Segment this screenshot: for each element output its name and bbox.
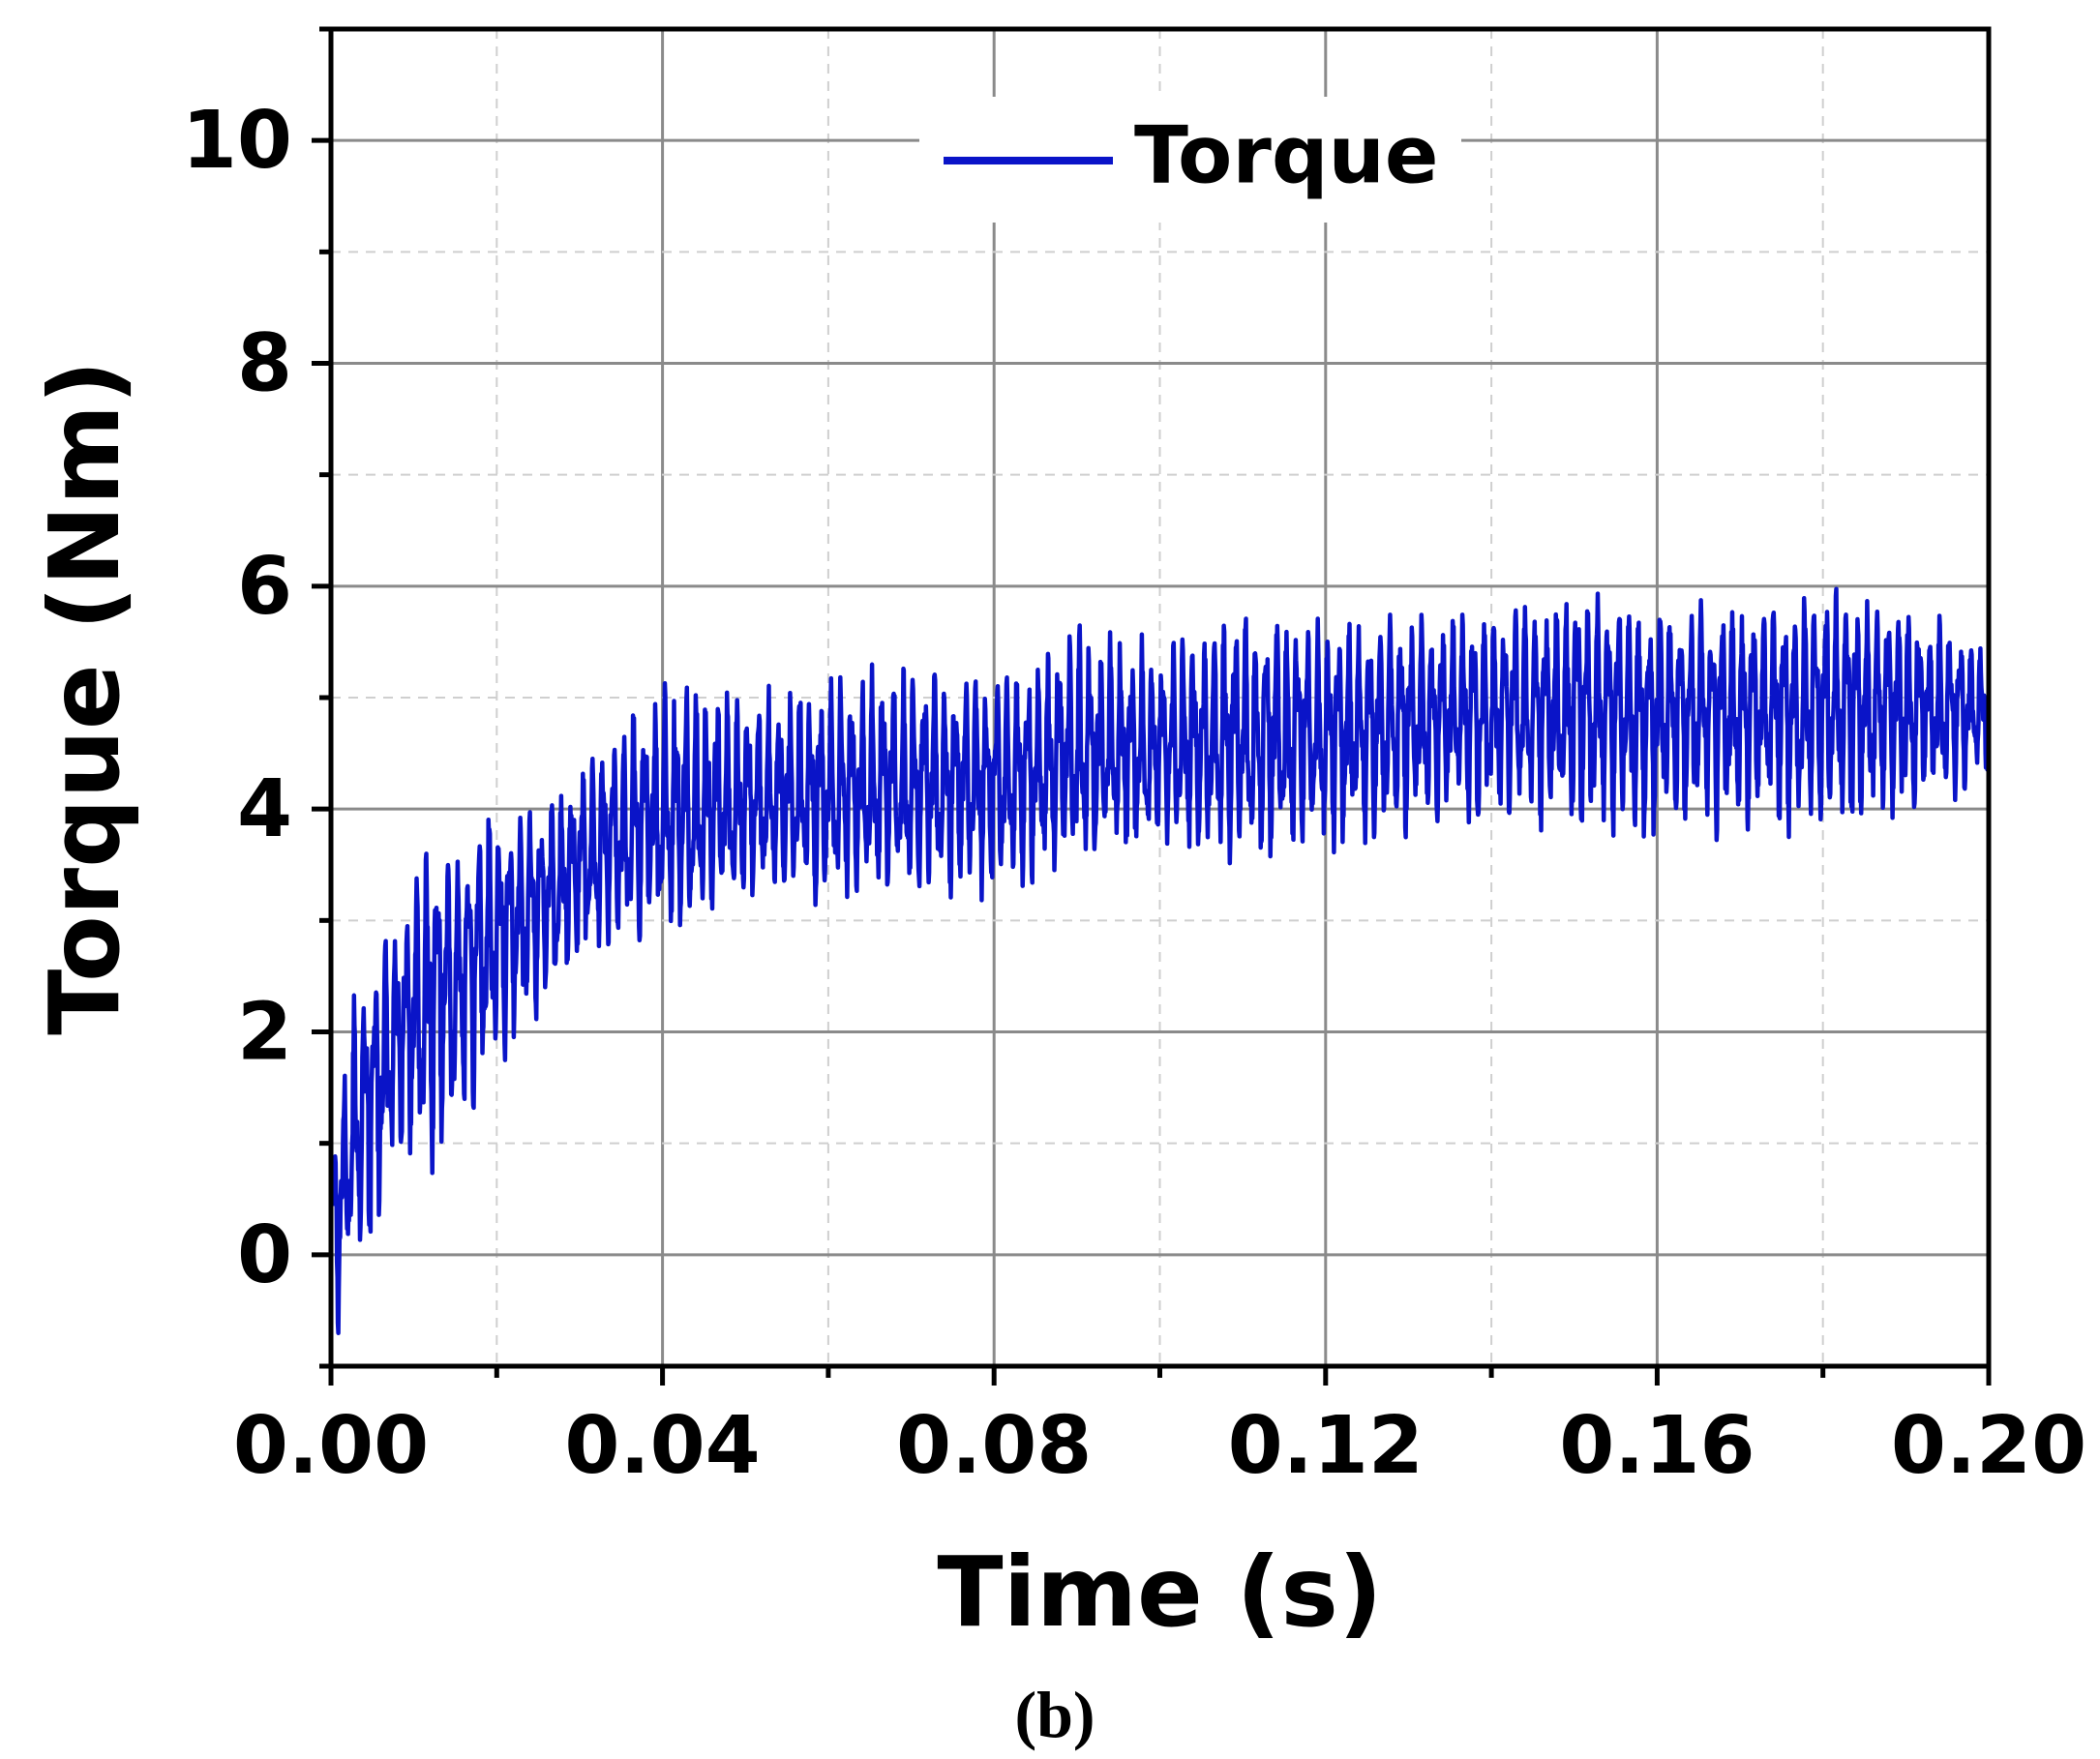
axis-ticks	[312, 26, 1992, 1386]
series-group	[328, 586, 1992, 1335]
y-tick-label: 10	[182, 95, 292, 187]
legend-label-torque: Torque	[1134, 109, 1439, 201]
x-tick-label: 0.04	[564, 1400, 760, 1492]
y-tick-label: 8	[237, 318, 292, 410]
x-tick-label: 0.12	[1228, 1400, 1424, 1492]
y-tick-label: 2	[237, 987, 292, 1079]
x-tick-label: 0.16	[1559, 1400, 1755, 1492]
y-tick-label: 4	[237, 763, 292, 855]
y-tick-label: 6	[237, 541, 292, 633]
x-tick-label: 0.20	[1891, 1400, 2086, 1492]
panel-label: (b)	[1014, 1678, 1095, 1751]
tick-labels: 0.00 0.04 0.08 0.12 0.16 0.20 0 2 4 6 8 10	[182, 95, 2086, 1492]
legend: Torque	[919, 97, 1461, 223]
series-line-torque	[328, 586, 1992, 1335]
x-tick-label: 0.00	[233, 1400, 429, 1492]
x-tick-label: 0.08	[896, 1400, 1092, 1492]
y-axis-title: Torque (Nm)	[28, 360, 141, 1035]
y-tick-label: 0	[237, 1209, 292, 1301]
x-axis-title: Time (s)	[937, 1535, 1382, 1649]
